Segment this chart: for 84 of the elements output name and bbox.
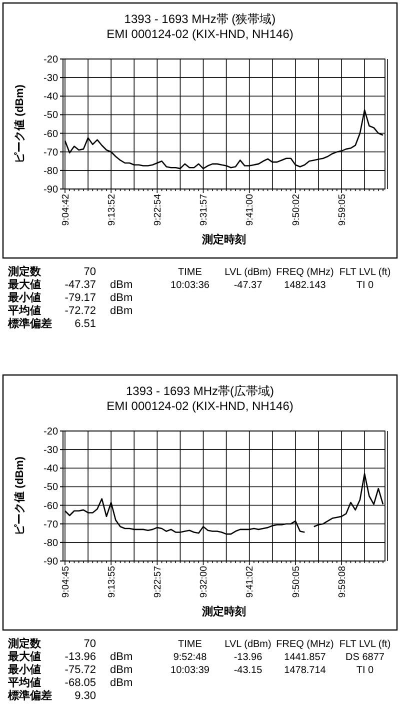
text: 1441.857 bbox=[284, 652, 326, 663]
text: 最小値 bbox=[7, 291, 41, 304]
text: dBm bbox=[110, 651, 133, 663]
text: 平均値 bbox=[7, 676, 41, 689]
y-tick-label: -60 bbox=[44, 500, 58, 512]
x-tick-label: 9:13:55 bbox=[106, 566, 118, 598]
text: -13.96 bbox=[64, 651, 96, 663]
y-tick-label: -30 bbox=[44, 445, 58, 456]
x-tick-label: 9:50:05 bbox=[290, 566, 302, 598]
text: LVL (dBm) bbox=[224, 267, 272, 278]
y-tick-label: -40 bbox=[44, 464, 58, 475]
text: -47.37 bbox=[234, 280, 263, 291]
y-tick-label: -50 bbox=[44, 482, 58, 494]
y-tick-label: -80 bbox=[44, 166, 58, 177]
x-tick-label: 9:59:08 bbox=[336, 566, 348, 598]
x-tick-label: 9:04:42 bbox=[60, 194, 72, 226]
text: 10:03:39 bbox=[170, 665, 210, 676]
text: dBm bbox=[110, 664, 133, 676]
y-tick-label: -50 bbox=[44, 110, 58, 122]
x-tick-label: 9:31:57 bbox=[198, 194, 210, 226]
x-axis-title: 測定時刻 bbox=[201, 605, 246, 618]
y-tick-label: -30 bbox=[44, 73, 58, 84]
text: 1482.143 bbox=[284, 280, 326, 291]
x-tick-label: 9:50:02 bbox=[290, 194, 302, 226]
text: 9:52:48 bbox=[173, 652, 208, 663]
text: DS 6877 bbox=[346, 652, 385, 663]
chart-title: 1393 - 1693 MHz帯(広帯域) bbox=[126, 384, 274, 398]
x-tick-label: 9:04:45 bbox=[60, 566, 72, 598]
chart-subtitle: EMI 000124-02 (KIX-HND, NH146) bbox=[106, 399, 294, 413]
y-tick-label: -20 bbox=[44, 426, 58, 438]
text: 70 bbox=[84, 638, 96, 650]
y-tick-label: -70 bbox=[44, 519, 58, 530]
x-tick-label: 9:13:52 bbox=[106, 194, 118, 226]
y-tick-label: -80 bbox=[44, 538, 58, 549]
text: 測定数 bbox=[7, 265, 42, 278]
text: 最小値 bbox=[7, 663, 41, 676]
text: TIME bbox=[178, 639, 202, 650]
text: -43.15 bbox=[234, 665, 263, 676]
text: 測定数 bbox=[7, 637, 42, 650]
text: FLT LVL (ft) bbox=[339, 639, 391, 650]
x-tick-label: 9:41:02 bbox=[244, 566, 256, 598]
chart-title: 1393 - 1693 MHz帯 (狭帯域) bbox=[124, 12, 276, 26]
text: FREQ (MHz) bbox=[276, 639, 334, 650]
text: 6.51 bbox=[74, 318, 96, 330]
y-tick-label: -20 bbox=[44, 54, 58, 66]
text: TI 0 bbox=[356, 665, 374, 676]
text: dBm bbox=[110, 279, 133, 291]
text: 最大値 bbox=[7, 650, 41, 663]
text: -68.05 bbox=[64, 677, 96, 689]
text: 1478.714 bbox=[284, 665, 326, 676]
text: -47.37 bbox=[64, 279, 96, 291]
text: 標準偏差 bbox=[7, 317, 52, 330]
text: -79.17 bbox=[64, 292, 96, 304]
text: 9.30 bbox=[74, 690, 96, 702]
text: 標準偏差 bbox=[7, 689, 52, 702]
text: dBm bbox=[110, 305, 133, 317]
y-tick-label: -40 bbox=[44, 92, 58, 103]
text: dBm bbox=[110, 677, 133, 689]
text: FLT LVL (ft) bbox=[339, 267, 391, 278]
text: 10:03:36 bbox=[170, 280, 210, 291]
text: -13.96 bbox=[234, 652, 263, 663]
y-tick-label: -90 bbox=[44, 184, 58, 196]
x-tick-label: 9:59:05 bbox=[336, 194, 348, 226]
text: TI 0 bbox=[356, 280, 374, 291]
text: dBm bbox=[110, 292, 133, 304]
text: 70 bbox=[84, 266, 96, 278]
text: -75.72 bbox=[64, 664, 96, 676]
text: 最大値 bbox=[7, 278, 41, 291]
text: 平均値 bbox=[7, 304, 41, 317]
y-tick-label: -90 bbox=[44, 556, 58, 568]
y-tick-label: -70 bbox=[44, 147, 58, 158]
text: TIME bbox=[178, 267, 202, 278]
chart-subtitle: EMI 000124-02 (KIX-HND, NH146) bbox=[106, 27, 294, 41]
x-tick-label: 9:41:00 bbox=[244, 194, 256, 226]
y-axis-title: ピーク値 (dBm) bbox=[13, 456, 26, 536]
y-axis-title: ピーク値 (dBm) bbox=[13, 84, 26, 164]
text: FREQ (MHz) bbox=[276, 267, 334, 278]
x-tick-label: 9:22:54 bbox=[152, 194, 164, 226]
text: LVL (dBm) bbox=[224, 639, 272, 650]
x-tick-label: 9:32:00 bbox=[198, 566, 210, 598]
text: -72.72 bbox=[64, 305, 96, 317]
y-tick-label: -60 bbox=[44, 128, 58, 140]
x-tick-label: 9:22:57 bbox=[152, 566, 164, 598]
x-axis-title: 測定時刻 bbox=[201, 233, 246, 246]
